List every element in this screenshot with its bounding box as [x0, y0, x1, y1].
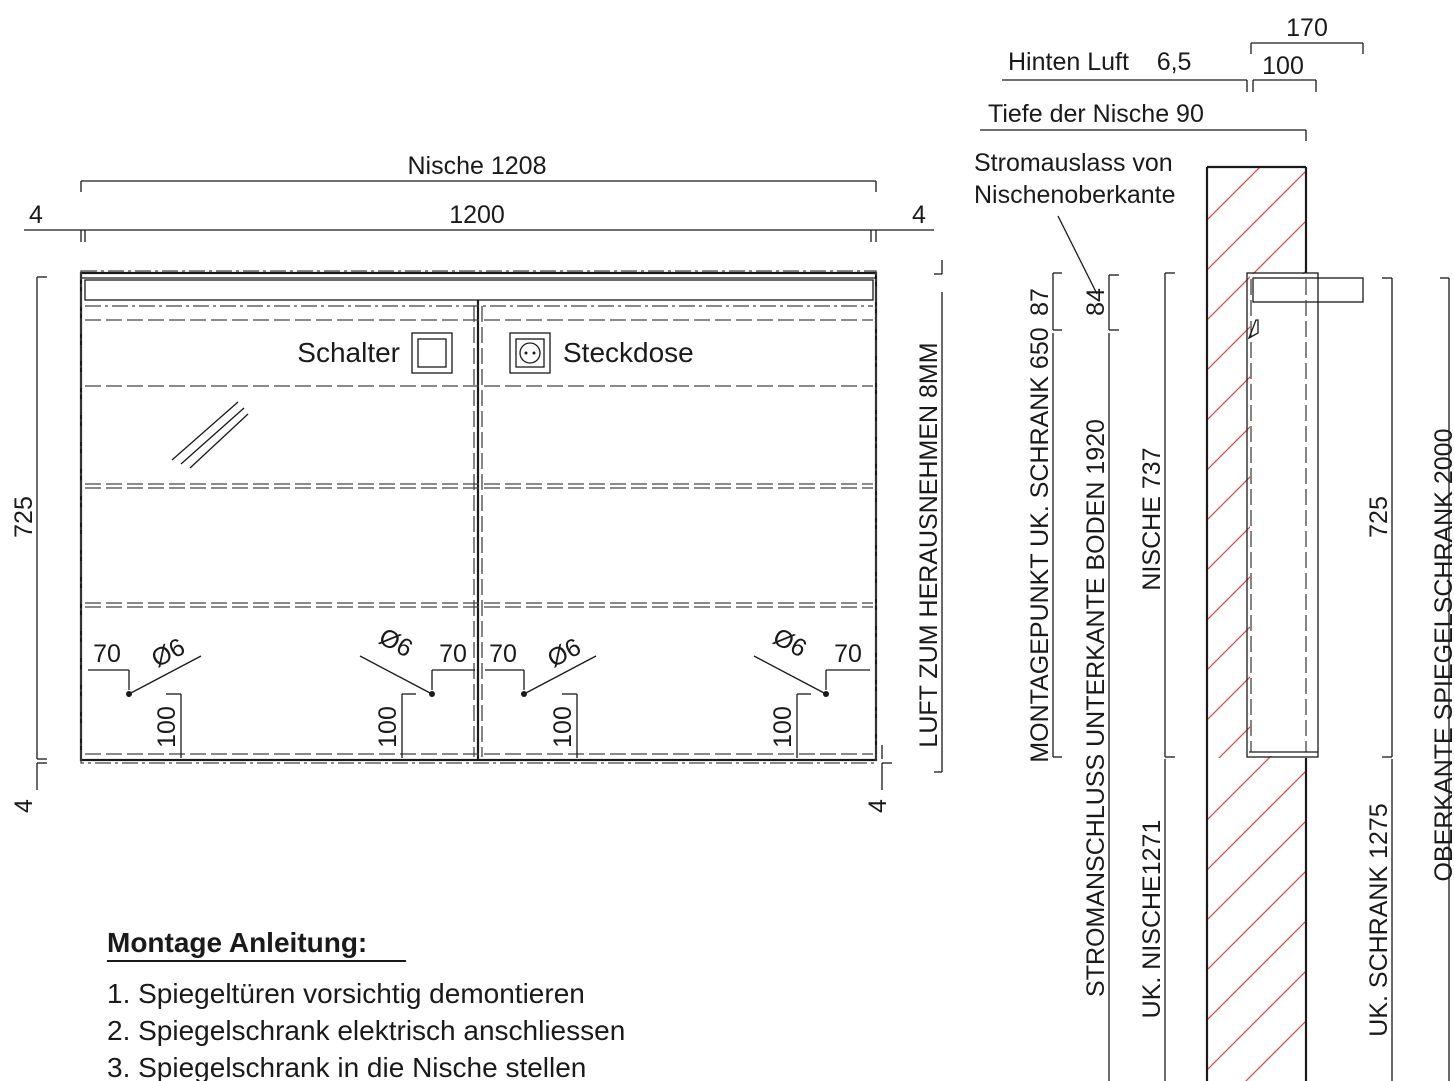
outlet-note-line-2: Nischenoberkante: [974, 181, 1176, 209]
outlet-note-line-1: Stromauslass von: [974, 149, 1173, 177]
hole-offset-label: 70: [439, 640, 467, 668]
socket-icon: [509, 332, 551, 374]
hole-diameter-label: Ø6: [147, 633, 190, 673]
niche-height-label: NISCHE 737: [1138, 447, 1166, 590]
instruction-step: 3. Spiegelschrank in die Nische stellen: [107, 1052, 586, 1081]
switch-icon: [411, 332, 453, 374]
gap-bottom-right-label: 4: [864, 799, 892, 813]
hole-diameter-label: Ø6: [768, 623, 811, 663]
hole-height-label: 100: [153, 706, 181, 748]
hole-diameter-label: Ø6: [374, 623, 417, 663]
hole-diameter-label: Ø6: [543, 633, 586, 673]
dim-84-label: 84: [1082, 288, 1110, 316]
cabinet-height-label: 725: [1365, 496, 1393, 538]
niche-width-label: Nische 1208: [408, 152, 547, 180]
side-view: 170 100 Hinten Luft 6,5 Tiefe der Nische…: [974, 14, 1454, 1081]
niche-bottom-label: UK. NISCHE1271: [1138, 820, 1166, 1019]
hole-height-label: 100: [769, 706, 797, 748]
instruction-step: 1. Spiegeltüren vorsichtig demontieren: [107, 978, 585, 1009]
hole-offset-label: 70: [93, 640, 121, 668]
hole-offset-label: 70: [834, 640, 862, 668]
switch-label: Schalter: [297, 337, 400, 368]
niche-depth-label: Tiefe der Nische 90: [988, 100, 1204, 128]
gap-right-label: 4: [912, 201, 926, 229]
mounting-hole-3: 70 Ø6 100: [485, 633, 597, 758]
cabinet-bottom-label: UK. SCHRANK 1275: [1365, 803, 1393, 1036]
hole-height-label: 100: [549, 706, 577, 748]
gap-bottom-left-label: 4: [10, 799, 38, 813]
cabinet-top-label: OBERKANTE SPIEGELSCHRANK 2000: [1430, 429, 1454, 882]
instruction-step: 2. Spiegelschrank elektrisch anschliesse…: [107, 1015, 625, 1046]
mount-point-label: MONTAGEPUNKT UK. SCHRANK 650: [1026, 327, 1054, 762]
gap-left-label: 4: [29, 201, 43, 229]
cabinet-width-label: 1200: [449, 201, 505, 229]
socket-label: Steckdose: [563, 337, 694, 368]
cabinet-section: [1246, 272, 1364, 758]
depth-100-label: 100: [1262, 52, 1304, 80]
height-label: 725: [10, 496, 38, 538]
hole-offset-label: 70: [489, 640, 517, 668]
power-connection-label: STROMANSCHLUSS UNTERKANTE BODEN 1920: [1082, 419, 1110, 997]
air-gap-label: LUFT ZUM HERAUSNEHMEN 8MM: [915, 342, 943, 747]
instructions: Montage Anleitung: 1. Spiegeltüren vorsi…: [107, 927, 625, 1081]
instructions-title: Montage Anleitung:: [107, 927, 367, 958]
wall-section: [1205, 165, 1312, 1081]
air-back-label: Hinten Luft 6,5: [1008, 48, 1191, 76]
mounting-hole-4: 70 Ø6 100: [753, 623, 870, 758]
hole-height-label: 100: [374, 706, 402, 748]
depth-170-label: 170: [1286, 14, 1328, 42]
cabinet-front: [79, 270, 878, 764]
mounting-hole-1: 70 Ø6 100: [88, 633, 202, 758]
front-view: Nische 1208 1200 4 4 725 4 LUFT ZUM HERA…: [10, 152, 943, 813]
mounting-hole-2: 70 Ø6 100: [359, 623, 475, 758]
dim-87-label: 87: [1026, 288, 1054, 316]
